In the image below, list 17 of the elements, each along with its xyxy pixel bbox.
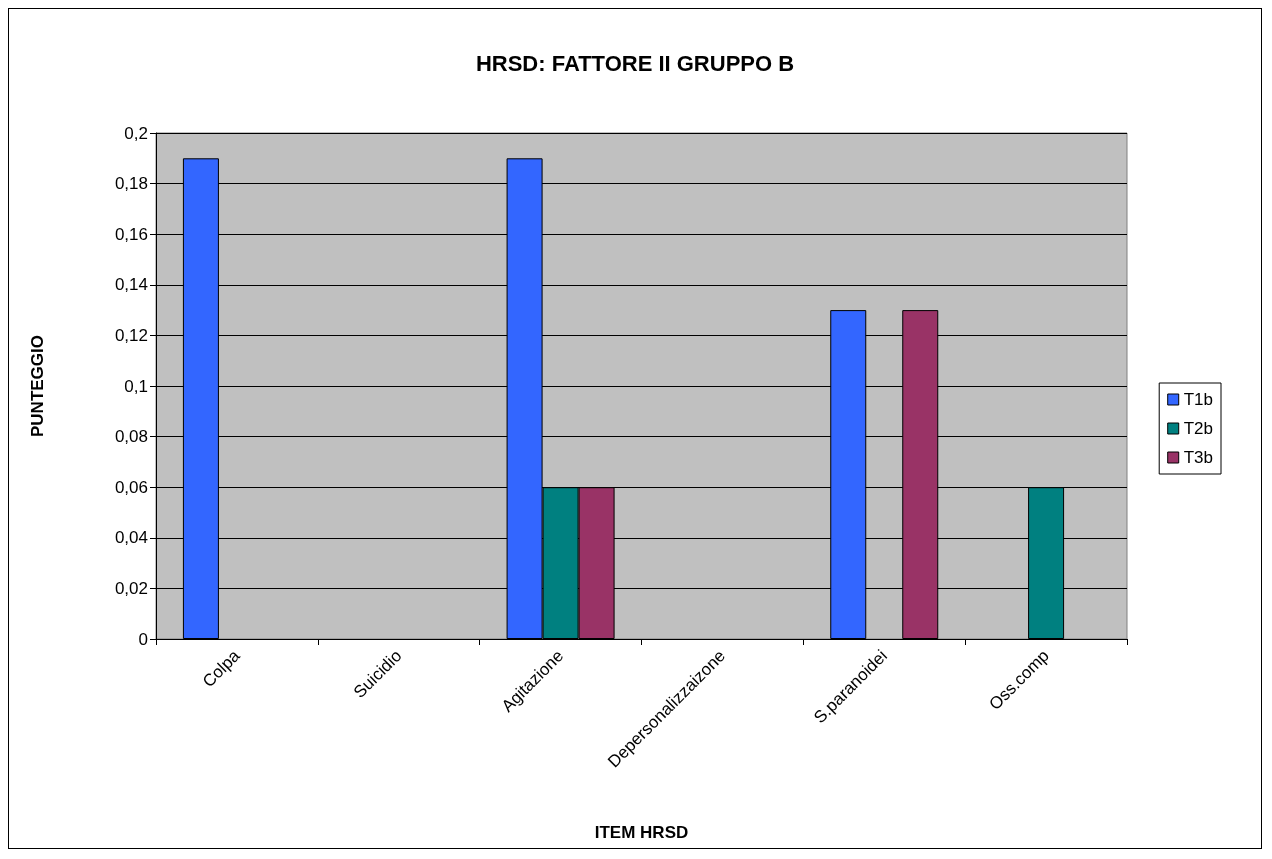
legend-label: T1b bbox=[1183, 390, 1213, 409]
y-axis-title: PUNTEGGIO bbox=[28, 334, 47, 438]
y-tick-label: 0,2 bbox=[124, 123, 148, 143]
y-tick-label: 0,04 bbox=[114, 528, 148, 548]
y-tick-label: 0,18 bbox=[114, 174, 148, 194]
legend-label: T3b bbox=[1183, 448, 1213, 467]
chart-title: HRSD: FATTORE II GRUPPO B bbox=[475, 50, 795, 76]
y-tick-label: 0,12 bbox=[114, 325, 148, 345]
y-tick-label: 0 bbox=[138, 629, 148, 649]
legend-label: T2b bbox=[1183, 419, 1213, 438]
x-axis-title: ITEM HRSD bbox=[594, 823, 689, 842]
y-tick-label: 0,02 bbox=[114, 578, 148, 598]
y-tick-label: 0,1 bbox=[124, 376, 148, 396]
y-tick-label: 0,08 bbox=[114, 427, 148, 447]
y-tick-label: 0,06 bbox=[114, 477, 148, 497]
y-tick-label: 0,14 bbox=[114, 275, 148, 295]
y-tick-label: 0,16 bbox=[114, 224, 148, 244]
